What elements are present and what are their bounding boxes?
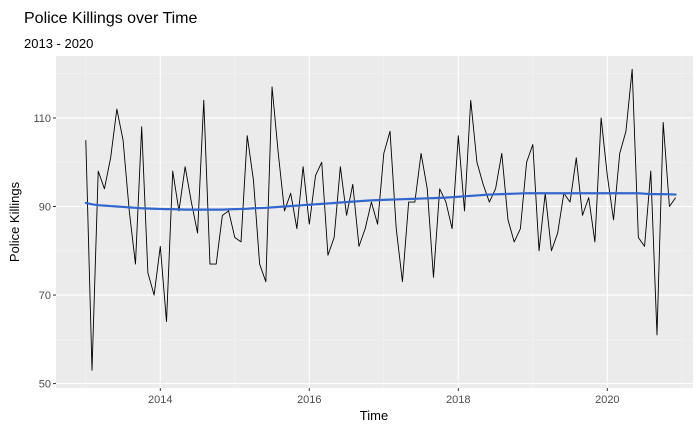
series-layer	[84, 68, 677, 371]
x-tick-label: 2014	[148, 394, 172, 406]
y-tick-label: 110	[33, 113, 51, 125]
major-gridlines	[56, 56, 693, 388]
trend-line	[84, 192, 677, 211]
y-axis: 50 70 90 110	[33, 113, 56, 391]
y-tick-label: 70	[39, 290, 51, 302]
y-tick-label: 50	[39, 379, 51, 391]
x-axis: 2014 2016 2018 2020	[148, 388, 620, 406]
x-axis-title: Time	[360, 408, 388, 423]
x-tick-label: 2020	[595, 394, 619, 406]
chart-subtitle: 2013 - 2020	[24, 36, 93, 51]
x-tick-label: 2018	[446, 394, 470, 406]
y-axis-title: Police Killings	[7, 181, 22, 262]
y-tick-label: 90	[39, 202, 51, 214]
plot-panel	[56, 56, 693, 388]
minor-gridlines	[56, 56, 693, 388]
x-tick-label: 2016	[297, 394, 321, 406]
chart-title: Police Killings over Time	[24, 10, 198, 27]
police-killings-line	[85, 68, 676, 371]
